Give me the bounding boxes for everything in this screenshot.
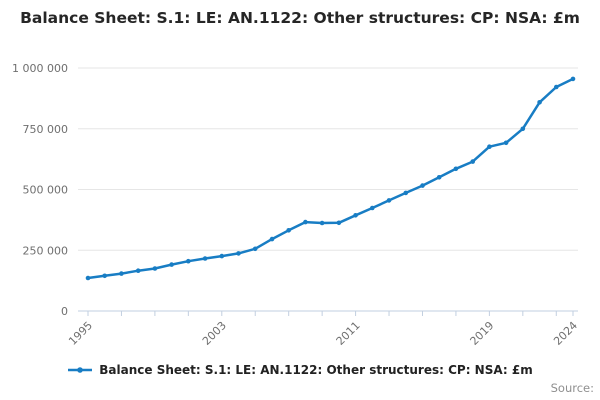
data-point-1999[interactable] bbox=[152, 266, 158, 271]
data-point-2017[interactable] bbox=[453, 166, 459, 172]
series-line bbox=[86, 77, 575, 280]
data-point-2018[interactable] bbox=[470, 159, 476, 164]
x-tick-label: 2019 bbox=[468, 319, 497, 348]
legend-item[interactable]: Balance Sheet: S.1: LE: AN.1122: Other s… bbox=[0, 360, 600, 380]
y-tick-label: 0 bbox=[61, 305, 68, 318]
data-point-2019[interactable] bbox=[487, 144, 492, 149]
data-point-2010[interactable] bbox=[336, 220, 342, 226]
data-point-2022[interactable] bbox=[537, 100, 542, 105]
data-point-2005[interactable] bbox=[252, 246, 258, 252]
data-point-2001[interactable] bbox=[186, 258, 191, 264]
data-point-2014[interactable] bbox=[403, 190, 409, 196]
data-point-1998[interactable] bbox=[135, 268, 141, 274]
y-tick-label: 750 000 bbox=[23, 123, 69, 136]
data-point-2024[interactable] bbox=[570, 76, 576, 82]
x-tick-label: 2024 bbox=[551, 319, 580, 348]
data-point-2003[interactable] bbox=[219, 253, 225, 259]
data-point-2021[interactable] bbox=[520, 126, 526, 132]
chart-title: Balance Sheet: S.1: LE: AN.1122: Other s… bbox=[20, 9, 580, 27]
data-point-1997[interactable] bbox=[119, 271, 124, 276]
data-point-2008[interactable] bbox=[303, 219, 308, 225]
data-point-2000[interactable] bbox=[169, 262, 174, 267]
data-point-2015[interactable] bbox=[420, 183, 425, 188]
data-point-2004[interactable] bbox=[236, 251, 241, 256]
data-point-2007[interactable] bbox=[286, 228, 292, 233]
source-label: Source: bbox=[550, 381, 594, 395]
data-point-2012[interactable] bbox=[370, 205, 375, 211]
y-tick-label: 500 000 bbox=[23, 184, 69, 197]
data-point-1996[interactable] bbox=[102, 273, 107, 279]
x-tick-label: 2003 bbox=[200, 319, 229, 348]
legend-label: Balance Sheet: S.1: LE: AN.1122: Other s… bbox=[99, 363, 533, 377]
y-tick-label: 250 000 bbox=[23, 244, 69, 257]
legend-line-marker-icon bbox=[68, 367, 93, 373]
data-point-2011[interactable] bbox=[353, 213, 358, 218]
plot-area: 0 250 000 500 000 750 000 1 000 000 1995 2003 2… bbox=[12, 62, 580, 348]
x-tick-label: 1995 bbox=[66, 319, 95, 348]
data-point-1995[interactable] bbox=[85, 275, 91, 281]
data-point-2020[interactable] bbox=[503, 140, 509, 146]
x-tick-label: 2011 bbox=[334, 319, 363, 348]
y-tick-label: 1 000 000 bbox=[12, 62, 68, 75]
data-point-2006[interactable] bbox=[269, 236, 275, 242]
data-point-2016[interactable] bbox=[436, 175, 442, 180]
data-point-2023[interactable] bbox=[554, 84, 559, 90]
data-point-2002[interactable] bbox=[202, 256, 208, 261]
data-point-2009[interactable] bbox=[319, 220, 325, 226]
data-point-2013[interactable] bbox=[386, 198, 392, 203]
